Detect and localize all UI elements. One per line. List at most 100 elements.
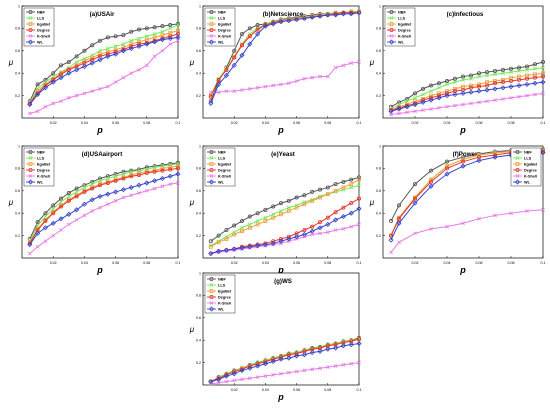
- data-point: [43, 104, 48, 109]
- y-tick-label: 0.8: [196, 27, 201, 31]
- legend-box: [204, 147, 236, 187]
- data-point: [208, 250, 214, 257]
- y-tick-label: 0.4: [376, 212, 381, 216]
- data-point: [66, 191, 71, 196]
- legend-marker: [209, 174, 214, 178]
- data-point: [340, 343, 346, 349]
- data-point: [421, 92, 425, 97]
- data-point: [152, 186, 157, 191]
- data-point: [74, 194, 79, 199]
- data-point: [74, 60, 79, 64]
- data-point: [82, 185, 87, 190]
- data-point: [271, 204, 276, 209]
- data-point: [74, 190, 79, 194]
- data-point: [413, 109, 417, 114]
- data-point: [231, 246, 237, 252]
- y-tick-label: 0.2: [376, 94, 381, 98]
- data-point: [309, 349, 315, 356]
- data-point: [90, 209, 95, 213]
- data-point: [357, 222, 361, 227]
- legend-marker: [389, 9, 394, 14]
- legend-label: NBF: [37, 10, 45, 14]
- legend-marker: [515, 149, 520, 154]
- data-point: [468, 73, 473, 78]
- data-point: [176, 38, 180, 43]
- data-point: [428, 168, 433, 173]
- legend-label: WL: [218, 307, 225, 311]
- data-point: [302, 227, 307, 232]
- data-point: [35, 220, 40, 225]
- data-point: [168, 42, 173, 46]
- chart-panel-3: 0.02 0.04 0.06 0.08 0.1 0.2 0.4 0.6 0.8 1 p μ (c)Inf…: [369, 4, 546, 135]
- data-point: [453, 103, 457, 108]
- legend-marker: [209, 301, 214, 305]
- x-tick-label: 0.08: [324, 388, 331, 392]
- data-point: [484, 83, 489, 88]
- data-point: [152, 169, 157, 174]
- data-point: [105, 52, 110, 57]
- legend-marker: [28, 174, 33, 178]
- data-point: [74, 67, 80, 73]
- data-point: [105, 191, 111, 197]
- data-point: [144, 34, 149, 39]
- data-point: [325, 346, 331, 352]
- data-point: [278, 236, 283, 241]
- data-point: [98, 178, 102, 183]
- data-point: [453, 80, 457, 85]
- legend-marker: [28, 22, 33, 26]
- data-point: [428, 179, 433, 184]
- legend-label: LLS: [398, 16, 406, 20]
- chart-panel-7: 0.02 0.04 0.06 0.08 0.1 0.2 0.4 0.6 0.8 1 p μ (g)WS N…: [189, 271, 362, 402]
- data-point: [247, 244, 253, 250]
- data-point: [286, 355, 292, 361]
- data-point: [129, 169, 134, 174]
- data-point: [349, 177, 354, 182]
- data-point: [301, 352, 307, 358]
- data-point: [137, 191, 141, 195]
- data-point: [429, 93, 433, 98]
- data-point: [421, 108, 425, 113]
- data-point: [468, 85, 473, 90]
- data-point: [160, 184, 165, 189]
- data-point: [541, 65, 545, 70]
- legend-label: EgoBet: [218, 162, 232, 166]
- data-point: [240, 88, 244, 92]
- legend-marker: [515, 156, 520, 160]
- data-point: [271, 357, 276, 362]
- data-point: [98, 176, 103, 181]
- data-point: [43, 77, 48, 82]
- data-point: [533, 75, 538, 80]
- x-tick-label: 0.1: [357, 121, 362, 125]
- data-point: [120, 187, 126, 193]
- legend-label: WL: [398, 40, 405, 44]
- data-point: [437, 85, 441, 90]
- y-tick-label: 0.2: [15, 94, 20, 98]
- data-point: [223, 373, 229, 379]
- legend-label: K-Shell: [218, 34, 231, 38]
- data-point: [247, 41, 253, 47]
- data-point: [469, 83, 473, 88]
- data-point: [540, 150, 546, 156]
- data-point: [105, 176, 110, 181]
- data-point: [247, 225, 252, 230]
- data-point: [429, 89, 433, 94]
- legend-marker: [209, 289, 214, 293]
- data-point: [255, 361, 260, 366]
- x-tick-label: 0.06: [293, 261, 300, 265]
- data-point: [224, 67, 229, 72]
- data-point: [255, 85, 260, 90]
- data-point: [43, 239, 48, 244]
- data-point: [216, 380, 221, 385]
- data-point: [113, 174, 118, 179]
- legend-label: LLS: [37, 156, 45, 160]
- legend-marker: [515, 174, 520, 178]
- data-point: [389, 250, 393, 255]
- data-point: [43, 219, 48, 224]
- data-point: [51, 203, 56, 208]
- data-point: [485, 99, 489, 104]
- data-point: [517, 65, 522, 70]
- data-point: [232, 89, 237, 94]
- data-point: [239, 52, 245, 58]
- data-point: [97, 57, 103, 63]
- data-point: [208, 90, 213, 95]
